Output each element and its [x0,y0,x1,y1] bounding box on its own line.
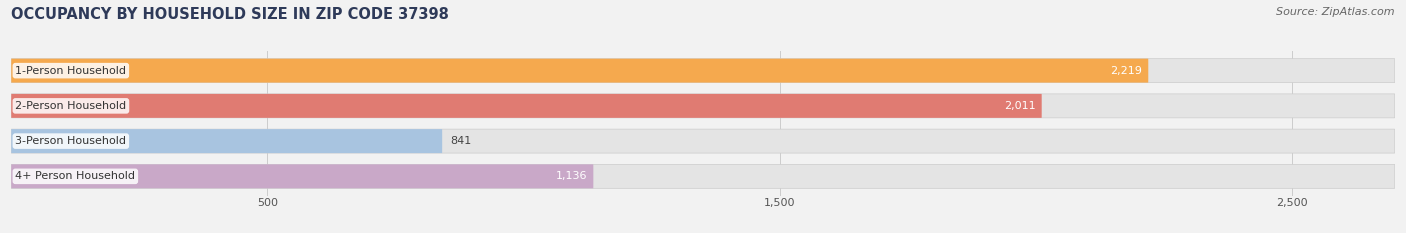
Text: OCCUPANCY BY HOUSEHOLD SIZE IN ZIP CODE 37398: OCCUPANCY BY HOUSEHOLD SIZE IN ZIP CODE … [11,7,449,22]
Text: 2,219: 2,219 [1111,66,1142,76]
FancyBboxPatch shape [11,59,1149,83]
Text: 3-Person Household: 3-Person Household [15,136,127,146]
FancyBboxPatch shape [11,94,1042,118]
FancyBboxPatch shape [11,129,441,153]
Text: 841: 841 [450,136,471,146]
Text: 2,011: 2,011 [1004,101,1036,111]
Text: 1-Person Household: 1-Person Household [15,66,127,76]
FancyBboxPatch shape [11,59,1395,83]
FancyBboxPatch shape [11,164,1395,188]
Text: 2-Person Household: 2-Person Household [15,101,127,111]
FancyBboxPatch shape [11,94,1395,118]
Text: 4+ Person Household: 4+ Person Household [15,171,135,181]
Text: 1,136: 1,136 [555,171,588,181]
FancyBboxPatch shape [11,164,593,188]
Text: Source: ZipAtlas.com: Source: ZipAtlas.com [1277,7,1395,17]
FancyBboxPatch shape [11,129,1395,153]
